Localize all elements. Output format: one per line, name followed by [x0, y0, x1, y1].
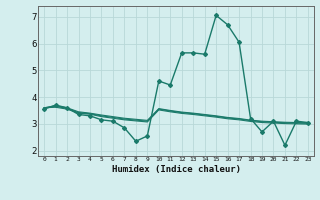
- X-axis label: Humidex (Indice chaleur): Humidex (Indice chaleur): [111, 165, 241, 174]
